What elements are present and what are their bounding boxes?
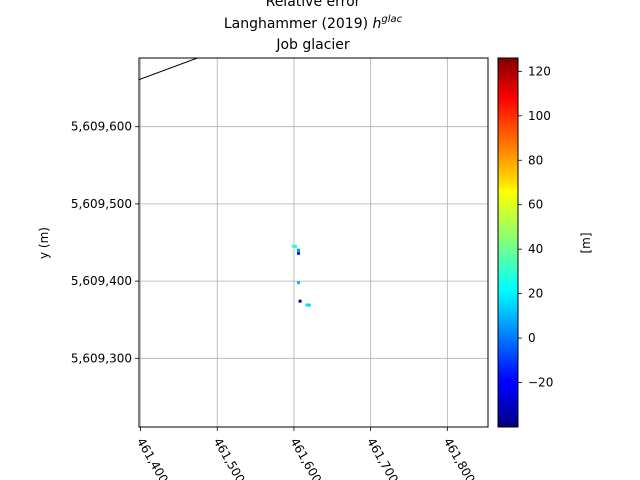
chart-title-line-1: Relative error (266, 0, 361, 10)
outline-line (139, 58, 198, 81)
error-cell (297, 281, 301, 285)
x-tick-label: 461,600 (287, 436, 324, 480)
colorbar (497, 57, 519, 428)
colorbar-tick-label: 80 (528, 153, 543, 167)
colorbar-tick-label: 40 (528, 242, 543, 256)
y-tick-label: 5,609,300 (71, 351, 132, 365)
glacier-outline (139, 58, 198, 81)
x-tick-label: 461,400 (134, 436, 171, 480)
colorbar-tick-label: 100 (528, 109, 551, 123)
axes-frame (138, 57, 489, 428)
chart-title-line-2: Langhammer (2019) hglac (224, 14, 403, 32)
y-axis-label: y (m) (37, 227, 51, 259)
colorbar-ticks: −20 0 20 40 60 80 100 120 (518, 64, 553, 390)
colorbar-tick-label: −20 (528, 376, 553, 390)
error-cell (307, 303, 311, 307)
data-cells (291, 244, 311, 307)
chart-title-line-3: Job glacier (275, 37, 350, 53)
x-tick-label: 461,800 (441, 436, 478, 480)
y-tick-label: 5,609,600 (71, 120, 132, 134)
y-tick-label: 5,609,400 (71, 274, 132, 288)
colorbar-tick-label: 60 (528, 198, 543, 212)
error-cell (297, 248, 301, 252)
error-cell (305, 303, 309, 307)
x-tick-label: 461,500 (211, 436, 248, 480)
x-tick-label: 461,700 (364, 436, 401, 480)
y-tick-label: 5,609,500 (71, 197, 132, 211)
error-cell (293, 244, 297, 248)
colorbar-tick-label: 0 (528, 331, 536, 345)
y-axis-ticks: 5,609,300 5,609,400 5,609,500 5,609,600 (71, 120, 139, 365)
grid-lines (139, 58, 488, 427)
x-axis-ticks: 461,400 461,500 461,600 461,700 461,800 (134, 427, 478, 480)
error-cell (291, 244, 295, 248)
colorbar-label: [m] (579, 232, 593, 253)
colorbar-tick-label: 120 (528, 64, 551, 78)
colorbar-tick-label: 20 (528, 287, 543, 301)
error-cell (298, 299, 302, 303)
error-cell (297, 251, 301, 255)
